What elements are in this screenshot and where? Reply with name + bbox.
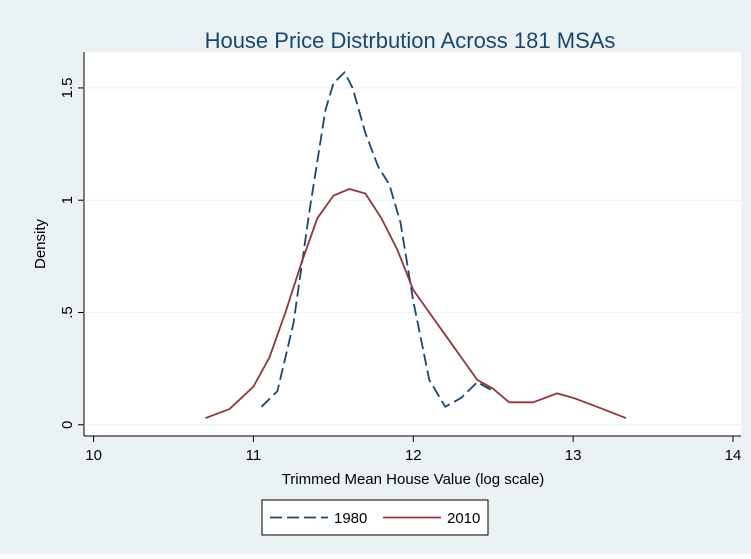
y-tick-label: 0 xyxy=(59,421,76,429)
x-tick-label: 14 xyxy=(725,447,742,464)
legend-label: 1980 xyxy=(334,510,367,527)
series-line xyxy=(260,71,494,408)
x-tick-label: 10 xyxy=(85,447,102,464)
x-tick-label: 11 xyxy=(246,447,262,464)
series-line xyxy=(205,188,627,419)
y-tick-label: 1.5 xyxy=(59,78,76,99)
x-tick-label: 12 xyxy=(405,447,422,464)
x-axis-label: Trimmed Mean House Value (log scale) xyxy=(282,471,545,488)
x-tick-label: 13 xyxy=(565,447,582,464)
chart-title: House Price Distrbution Across 181 MSAs xyxy=(205,28,616,53)
y-tick-label: 1 xyxy=(59,196,76,204)
legend-label: 2010 xyxy=(447,510,480,527)
plot-area xyxy=(84,52,741,436)
legend-box xyxy=(261,499,489,536)
y-axis-label: Density xyxy=(32,218,49,269)
y-tick-label: .5 xyxy=(59,306,76,319)
